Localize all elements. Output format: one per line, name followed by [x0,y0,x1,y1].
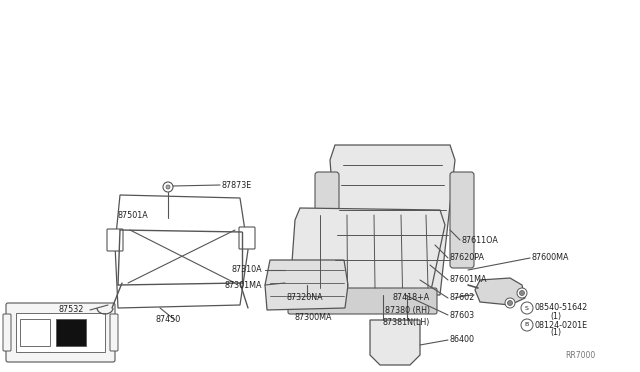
Text: 87611OA: 87611OA [462,235,499,244]
Polygon shape [115,195,248,308]
FancyBboxPatch shape [6,303,115,362]
Text: 87501A: 87501A [117,211,148,219]
Polygon shape [290,208,445,295]
Circle shape [521,319,533,331]
Polygon shape [330,145,455,295]
Text: 08540-51642: 08540-51642 [535,304,588,312]
Circle shape [520,291,525,295]
Text: 87381N(LH): 87381N(LH) [383,317,430,327]
Text: RR7000: RR7000 [565,350,595,359]
Text: 87603: 87603 [450,311,475,320]
Text: 87600MA: 87600MA [532,253,570,263]
FancyBboxPatch shape [107,229,123,251]
Circle shape [505,298,515,308]
Circle shape [508,301,513,305]
FancyBboxPatch shape [110,314,118,351]
Polygon shape [265,260,348,310]
FancyBboxPatch shape [239,227,255,249]
Circle shape [166,185,170,189]
Text: 87320NA: 87320NA [287,292,323,301]
FancyBboxPatch shape [450,172,474,268]
Text: 87450: 87450 [155,315,180,324]
Circle shape [521,302,533,314]
Circle shape [163,182,173,192]
Text: 87873E: 87873E [222,180,252,189]
Text: (1): (1) [550,312,561,321]
Bar [16,313,105,352]
Polygon shape [370,320,420,365]
Text: 87418+A: 87418+A [393,294,430,302]
Text: 87310A: 87310A [232,266,262,275]
Text: 87602: 87602 [450,294,476,302]
Text: 87301MA: 87301MA [225,280,262,289]
Bar [20,319,50,346]
Circle shape [517,288,527,298]
Text: S: S [525,305,529,311]
FancyBboxPatch shape [3,314,11,351]
Text: 08124-0201E: 08124-0201E [535,321,588,330]
Bar [56,319,86,346]
Text: 87300MA: 87300MA [295,314,333,323]
Text: 87532: 87532 [58,305,83,314]
Text: 87601MA: 87601MA [450,276,488,285]
Text: 87620PA: 87620PA [450,253,485,263]
Text: B: B [525,323,529,327]
Text: 87380 (RH): 87380 (RH) [385,307,430,315]
Polygon shape [475,278,525,305]
Text: (1): (1) [550,328,561,337]
FancyBboxPatch shape [288,288,437,314]
FancyBboxPatch shape [315,172,339,268]
Text: 86400: 86400 [450,336,475,344]
